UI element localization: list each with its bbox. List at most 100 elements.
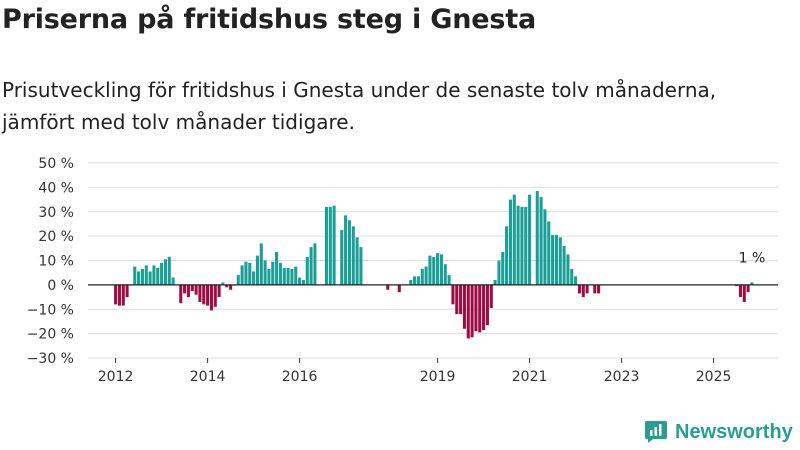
bar bbox=[355, 237, 359, 285]
y-tick-label: 30 % bbox=[38, 205, 74, 221]
bar bbox=[485, 284, 489, 326]
bar bbox=[489, 284, 493, 309]
bar bbox=[459, 284, 463, 315]
bar bbox=[746, 284, 750, 293]
bar bbox=[539, 197, 543, 285]
bar bbox=[470, 284, 474, 338]
bar bbox=[528, 194, 532, 285]
bar bbox=[424, 266, 428, 285]
bar bbox=[114, 284, 118, 305]
bar bbox=[566, 254, 570, 285]
bar bbox=[562, 245, 566, 285]
bar bbox=[593, 284, 597, 294]
bar bbox=[505, 226, 509, 285]
y-tick-label: 40 % bbox=[38, 180, 74, 196]
bar bbox=[171, 277, 175, 285]
bar bbox=[217, 284, 221, 298]
bar bbox=[324, 206, 328, 285]
y-tick-label: 50 % bbox=[38, 156, 74, 172]
bar bbox=[742, 284, 746, 302]
bar-chart: −30 % −20 % −10 % 0 % 10 % 20 % 30 % 40 % 50 % 20… bbox=[27, 156, 778, 385]
bar bbox=[301, 280, 305, 285]
bar bbox=[163, 259, 167, 285]
last-value-annotation: 1 % bbox=[739, 250, 766, 266]
bar bbox=[409, 280, 413, 285]
bar bbox=[493, 280, 497, 285]
bar bbox=[267, 269, 271, 285]
bar bbox=[167, 256, 171, 285]
bar bbox=[209, 284, 213, 311]
bar bbox=[221, 282, 225, 285]
x-tick-label: 2012 bbox=[98, 369, 134, 385]
bar bbox=[248, 262, 252, 285]
bar bbox=[271, 261, 275, 285]
bar bbox=[428, 255, 432, 285]
bar bbox=[252, 271, 256, 285]
bar bbox=[577, 284, 581, 294]
bar bbox=[466, 284, 470, 339]
x-tick-label: 2025 bbox=[696, 369, 732, 385]
bar bbox=[244, 261, 248, 285]
bar bbox=[156, 267, 160, 285]
bar bbox=[332, 205, 336, 285]
bar bbox=[340, 230, 344, 285]
bar bbox=[328, 206, 332, 285]
bar bbox=[206, 284, 210, 306]
bar bbox=[574, 276, 578, 285]
bar bbox=[474, 284, 478, 332]
bar bbox=[497, 260, 501, 285]
bar bbox=[152, 265, 156, 285]
bar bbox=[508, 199, 512, 285]
bar bbox=[305, 256, 309, 285]
y-tick-label: −20 % bbox=[27, 327, 74, 343]
bar bbox=[202, 284, 206, 305]
chart-subtitle: Prisutveckling för fritidshus i Gnesta u… bbox=[2, 78, 717, 134]
bar bbox=[213, 284, 217, 307]
bar bbox=[439, 254, 443, 285]
bar bbox=[344, 215, 348, 285]
bar bbox=[309, 247, 313, 285]
bar bbox=[535, 191, 539, 285]
bar bbox=[554, 234, 558, 285]
bar bbox=[137, 271, 141, 285]
y-tick-label: 20 % bbox=[38, 229, 74, 245]
bar bbox=[198, 284, 202, 302]
bar bbox=[140, 269, 144, 285]
bar bbox=[144, 265, 148, 285]
bar bbox=[543, 209, 547, 285]
y-tick-label: 0 % bbox=[47, 278, 74, 294]
x-tick-label: 2023 bbox=[604, 369, 640, 385]
bar bbox=[255, 255, 259, 285]
bar bbox=[451, 284, 455, 305]
bar bbox=[478, 284, 482, 333]
bar bbox=[225, 284, 229, 288]
bar bbox=[455, 284, 459, 315]
bar bbox=[512, 194, 516, 285]
bar bbox=[524, 206, 528, 285]
bar bbox=[236, 275, 240, 285]
y-tick-label: −10 % bbox=[27, 302, 74, 318]
bar bbox=[298, 277, 302, 285]
bar bbox=[347, 220, 351, 285]
x-tick-label: 2016 bbox=[282, 369, 318, 385]
bar bbox=[294, 266, 298, 285]
bar bbox=[313, 243, 317, 285]
bar bbox=[386, 284, 390, 290]
bar bbox=[286, 267, 290, 285]
bar bbox=[581, 284, 585, 298]
bar bbox=[585, 284, 589, 294]
bar bbox=[597, 284, 601, 294]
bar bbox=[229, 284, 233, 290]
bar bbox=[570, 269, 574, 285]
bar bbox=[413, 276, 417, 285]
x-tick-label: 2019 bbox=[420, 369, 456, 385]
bar bbox=[520, 206, 524, 285]
bar bbox=[117, 284, 121, 306]
newsworthy-logo[interactable]: Newsworthy bbox=[644, 420, 793, 444]
brand-name: Newsworthy bbox=[675, 420, 793, 443]
bar bbox=[359, 247, 363, 285]
bar bbox=[148, 271, 152, 285]
bar bbox=[558, 237, 562, 285]
bar bbox=[551, 234, 555, 285]
bar bbox=[183, 284, 187, 294]
